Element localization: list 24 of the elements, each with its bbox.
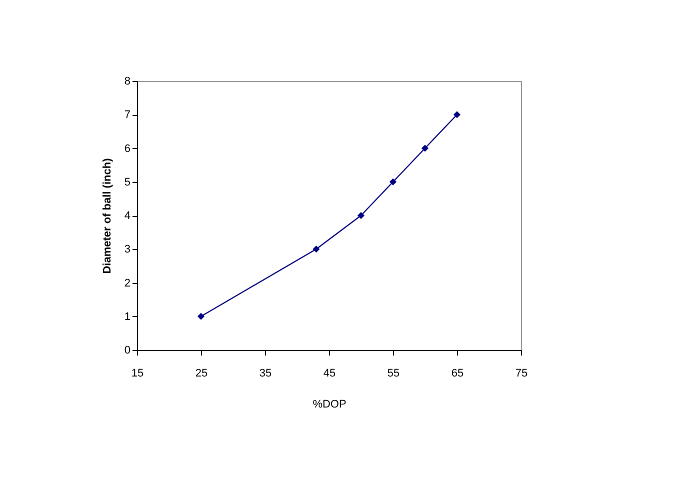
y-tick-label: 6 (124, 142, 130, 155)
y-tick-label: 7 (124, 109, 130, 122)
point (389, 178, 397, 186)
x-tick-label: 15 (131, 368, 144, 380)
x-tick-label: 35 (259, 368, 272, 380)
point (421, 144, 429, 152)
y-tick-label: 1 (124, 310, 130, 323)
y-tick-label: 2 (124, 277, 130, 290)
x-tick-label: 55 (387, 368, 400, 380)
y-tick-label: 8 (124, 76, 130, 88)
y-tick-label: 5 (124, 176, 130, 188)
point (197, 312, 205, 320)
y-tick-label: 0 (124, 344, 130, 356)
y-axis-title: Diameter of ball (inch) (101, 158, 114, 274)
x-axis-title: %DOP (312, 398, 346, 410)
x-tick-label: 45 (323, 368, 336, 380)
x-tick-label: 25 (195, 368, 208, 380)
y-tick-label: 3 (124, 244, 130, 256)
point (357, 212, 365, 220)
x-tick-label: 65 (451, 368, 464, 380)
x-tick-label: 75 (515, 368, 528, 380)
point (312, 246, 320, 253)
y-tick-label: 4 (124, 210, 130, 222)
point (453, 111, 461, 118)
